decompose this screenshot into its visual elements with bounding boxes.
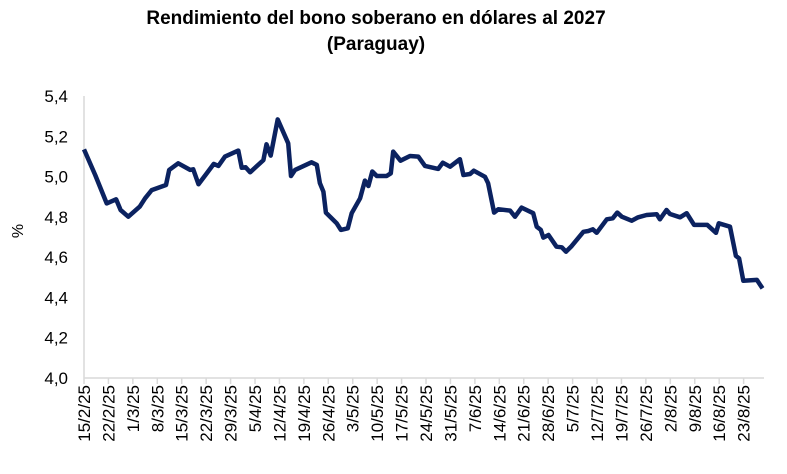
x-tick-label: 17/5/25	[393, 385, 412, 442]
x-tick-label: 14/6/25	[490, 385, 509, 442]
x-tick-label: 22/3/25	[197, 385, 216, 442]
x-tick-label: 3/5/25	[344, 385, 363, 432]
y-tick-label: 4,8	[44, 208, 68, 227]
y-tick-label: 5,4	[44, 87, 68, 106]
y-tick-label: 4,6	[44, 248, 68, 267]
x-tick-label: 21/6/25	[515, 385, 534, 442]
y-tick-label: 5,2	[44, 127, 68, 146]
y-tick-label: 4,2	[44, 329, 68, 348]
chart-title-line-1: Rendimiento del bono soberano en dólares…	[146, 8, 605, 29]
x-tick-label: 19/7/25	[612, 385, 631, 442]
chart-title-line-2: (Paraguay)	[327, 34, 425, 55]
x-tick-label: 28/6/25	[539, 385, 558, 442]
x-tick-label: 5/4/25	[246, 385, 265, 432]
x-tick-label: 16/8/25	[710, 385, 729, 442]
x-tick-label: 24/5/25	[417, 385, 436, 442]
x-tick-label: 5/7/25	[564, 385, 583, 432]
x-tick-label: 2/8/25	[661, 385, 680, 432]
x-tick-label: 29/3/25	[222, 385, 241, 442]
y-axis-label: %	[10, 224, 27, 238]
x-tick-label: 1/3/25	[124, 385, 143, 432]
x-tick-label: 12/7/25	[588, 385, 607, 442]
x-tick-label: 26/4/25	[319, 385, 338, 442]
x-tick-label: 23/8/25	[735, 385, 754, 442]
yield-series-line	[81, 117, 765, 290]
x-tick-label: 19/4/25	[295, 385, 314, 442]
y-tick-label: 4,4	[44, 288, 68, 307]
x-tick-label: 22/2/25	[99, 385, 118, 442]
x-tick-label: 7/6/25	[466, 385, 485, 432]
x-tick-label: 8/3/25	[148, 385, 167, 432]
y-tick-label: 4,0	[44, 369, 68, 388]
x-tick-label: 12/4/25	[270, 385, 289, 442]
y-tick-label: 5,0	[44, 168, 68, 187]
x-tick-label: 9/8/25	[686, 385, 705, 432]
x-tick-label: 15/3/25	[173, 385, 192, 442]
x-tick-label: 10/5/25	[368, 385, 387, 442]
x-tick-label: 31/5/25	[441, 385, 460, 442]
x-tick-label: 15/2/25	[75, 385, 94, 442]
x-tick-label: 26/7/25	[637, 385, 656, 442]
